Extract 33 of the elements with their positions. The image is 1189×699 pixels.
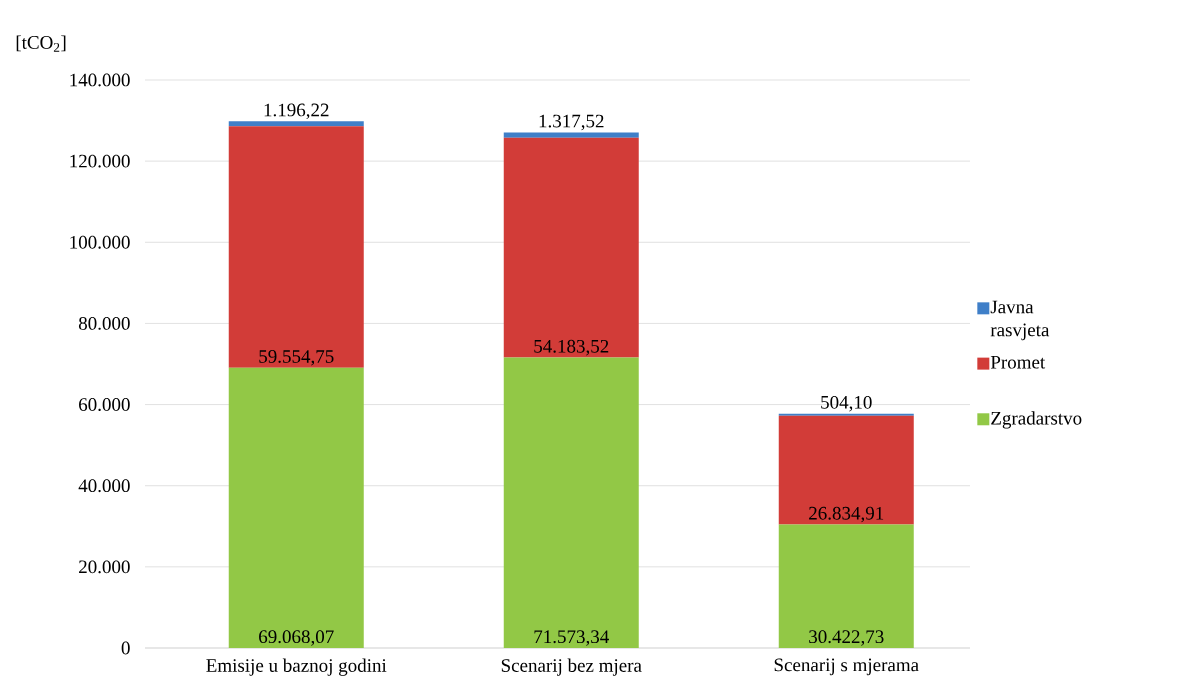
y-tick-label: 80.000 — [78, 316, 130, 330]
y-tick-label: 120.000 — [70, 154, 130, 168]
bar — [228, 367, 364, 648]
y-tick-label: 60.000 — [79, 398, 130, 412]
y-tick-label: 20.000 — [79, 560, 130, 574]
y-tick-label: 100.000 — [70, 235, 130, 249]
bar — [228, 126, 364, 368]
bar — [503, 357, 639, 648]
bar — [503, 137, 639, 358]
data-label: 26.834,91 — [809, 506, 884, 523]
bar — [778, 415, 914, 525]
y-tick-label: 140.000 — [70, 73, 130, 87]
data-label: 59.554,75 — [259, 350, 334, 366]
legend-label: Promet — [990, 355, 1046, 369]
data-label: 30.422,73 — [809, 630, 884, 646]
data-label: 1.196,22 — [264, 103, 329, 120]
y-axis-title: [tCO$_{2}$] — [16, 35, 66, 52]
data-label: 1.317,52 — [539, 114, 604, 131]
legend-label: Javna rasvjeta — [990, 300, 1050, 341]
bar — [778, 524, 914, 648]
x-tick-label: Scenarij s mjerama — [774, 658, 919, 676]
data-label: 504,10 — [821, 395, 872, 412]
legend-label: Zgradarstvo — [991, 411, 1082, 429]
bar — [503, 132, 639, 138]
data-label: 54.183,52 — [534, 339, 609, 356]
data-label: 71.573,34 — [534, 630, 609, 646]
bar — [228, 121, 364, 127]
data-label: 69.068,07 — [259, 630, 334, 646]
y-tick-label: 0 — [121, 641, 130, 655]
bar — [778, 413, 914, 416]
y-tick-label: 40.000 — [78, 479, 130, 493]
x-tick-label: Emisije u baznoj godini — [206, 658, 387, 676]
x-tick-label: Scenarij bez mjera — [501, 658, 642, 676]
